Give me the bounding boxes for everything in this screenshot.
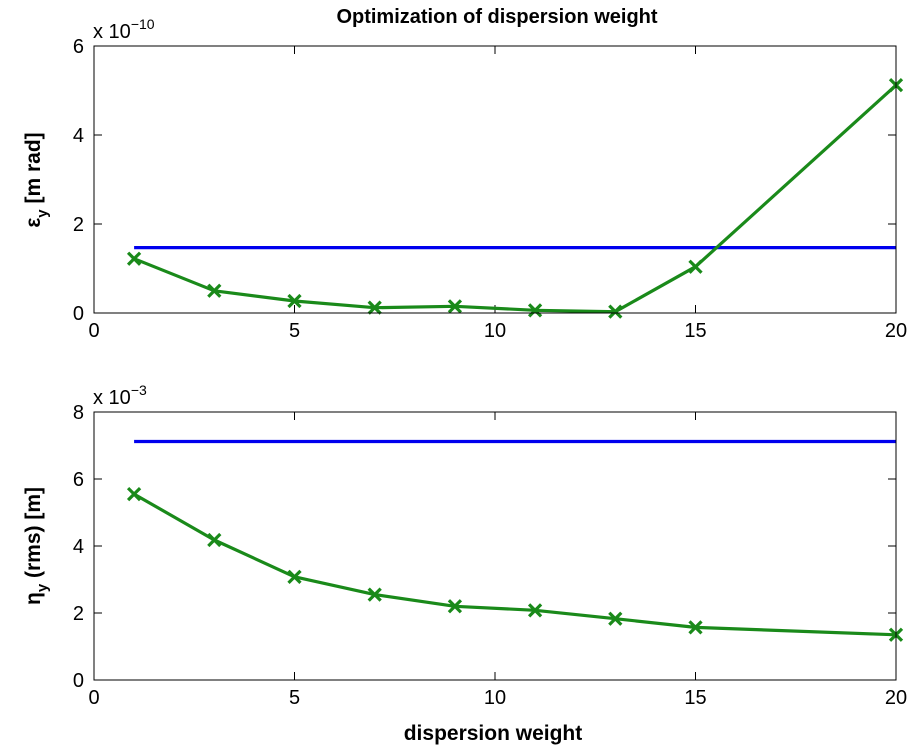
data-point-marker [287,293,302,309]
data-point-marker [608,611,623,626]
data-point-marker [367,587,382,602]
y-ticks: 0 2 4 6 8 [73,402,896,692]
x-tick-label: 5 [289,320,300,342]
y-tick-label: 8 [73,402,84,424]
x-axis-label: dispersion weight [404,722,583,745]
x-ticks: 0 5 10 15 20 [88,46,907,342]
data-point-marker [527,603,543,618]
x-tick-label: 15 [684,320,706,342]
data-point-marker [126,486,142,502]
y-scale-factor: x 10−10 [93,16,155,43]
series-line-1 [133,84,898,314]
data-point-marker [688,259,703,274]
series-line-1 [133,492,897,637]
data-point-marker [126,251,142,266]
y-tick-label: 0 [73,303,84,325]
plot-frame [93,411,897,681]
data-point-marker [207,283,222,298]
dispersion-panel: x 10−3 ηy (rms) [m] dispersion weight 0 5… [22,382,907,745]
series-group [126,78,904,319]
data-point-marker [447,599,463,614]
data-point-marker [527,303,543,318]
data-point-marker [207,532,222,548]
x-tick-label: 10 [484,320,506,342]
y-tick-label: 0 [73,670,84,692]
x-tick-label: 20 [885,320,907,342]
x-tick-label: 0 [88,687,99,709]
plot-frame [93,45,897,314]
x-tick-label: 5 [289,687,300,709]
data-point-marker [287,569,302,584]
x-tick-label: 10 [484,687,506,709]
data-point-marker [447,299,463,314]
y-tick-label: 4 [73,536,84,558]
x-tick-label: 20 [885,687,907,709]
y-axis-label: ηy (rms) [m] [22,487,51,605]
y-tick-label: 2 [73,603,84,625]
emittance-panel: Optimization of dispersion weight x 10−1… [22,6,907,342]
data-point-marker [688,620,703,635]
series-group [126,439,904,642]
y-axis-label: εy [m rad] [22,132,51,227]
y-ticks: 0 2 4 6 [73,36,896,325]
y-tick-label: 4 [73,125,84,147]
chart-title: Optimization of dispersion weight [336,6,657,28]
x-tick-label: 15 [684,687,706,709]
y-tick-label: 6 [73,36,84,58]
y-tick-label: 6 [73,469,84,491]
data-point-marker [367,300,382,315]
x-ticks: 0 5 10 15 20 [88,412,907,709]
y-scale-factor: x 10−3 [93,382,147,409]
data-point-marker [608,304,623,319]
y-tick-label: 2 [73,214,84,236]
x-tick-label: 0 [88,320,99,342]
